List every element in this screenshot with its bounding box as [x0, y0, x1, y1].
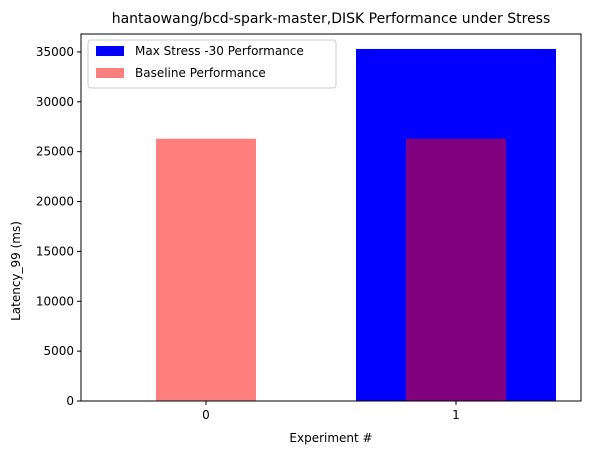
- y-tick-label: 0: [66, 394, 74, 408]
- legend-box: [87, 39, 337, 89]
- x-axis-label: Experiment #: [289, 431, 372, 445]
- y-tick-label: 25000: [36, 145, 74, 159]
- plot-frame: [80, 33, 582, 402]
- x-tick-label: 1: [452, 408, 460, 422]
- legend-label: Max Stress -30 Performance: [135, 44, 304, 58]
- bar-series1-cat1: [406, 138, 506, 402]
- y-tick-label: 15000: [36, 244, 74, 258]
- legend-swatch: [96, 68, 124, 78]
- legend-label: Baseline Performance: [135, 66, 266, 80]
- legend-swatch: [96, 46, 124, 56]
- bar-series1-cat0: [156, 138, 256, 402]
- y-tick-label: 30000: [36, 95, 74, 109]
- legend: Max Stress -30 Performance Baseline Perfo…: [87, 39, 337, 89]
- y-axis-label: Latency_99 (ms): [9, 221, 23, 321]
- y-tick-label: 35000: [36, 45, 74, 59]
- y-tick-label: 20000: [36, 195, 74, 209]
- chart-title: hantaowang/bcd-spark-master,DISK Perform…: [112, 11, 551, 27]
- axes-layer: 0 5000 10000 15000 20000 25000 30000 35000 0 1: [36, 33, 582, 422]
- y-tick-label: 5000: [43, 344, 74, 358]
- bars-layer: [156, 48, 556, 402]
- y-tick-label: 10000: [36, 294, 74, 308]
- x-tick-label: 0: [202, 408, 210, 422]
